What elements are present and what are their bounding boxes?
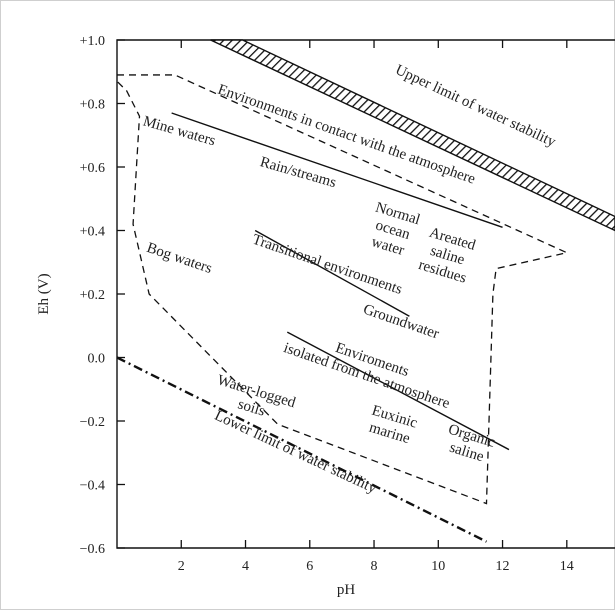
region-label: Areatedsalineresidues bbox=[417, 225, 479, 287]
y-axis-title: Eh (V) bbox=[36, 273, 52, 314]
x-tick-label: 14 bbox=[560, 559, 574, 574]
y-tick-label: −0.2 bbox=[80, 415, 105, 430]
x-tick-label: 2 bbox=[178, 559, 185, 574]
natural-environment-envelope bbox=[116, 74, 569, 505]
x-tick-label: 6 bbox=[306, 559, 313, 574]
y-tick-label: +0.8 bbox=[80, 98, 105, 113]
divider-line bbox=[286, 331, 510, 451]
y-tick-label: +0.4 bbox=[80, 225, 105, 240]
divider-line bbox=[171, 112, 503, 228]
region-label: Mine waters bbox=[141, 113, 217, 149]
region-label: Bog waters bbox=[145, 240, 215, 277]
y-tick-label: −0.4 bbox=[80, 479, 105, 494]
x-tick-label: 4 bbox=[242, 559, 249, 574]
y-tick-label: +0.2 bbox=[80, 288, 105, 303]
lower-limit-label: Lower limit of water stability bbox=[212, 408, 379, 497]
region-label: Normaloceanwater bbox=[363, 200, 421, 261]
x-tick-label: 8 bbox=[371, 559, 378, 574]
divider-line bbox=[254, 229, 410, 317]
region-label: Euxinicmarine bbox=[365, 403, 420, 448]
plot-area bbox=[116, 39, 615, 549]
y-tick-label: +1.0 bbox=[80, 34, 105, 49]
x-axis-title: pH bbox=[337, 582, 356, 598]
x-axis: 2 4 6 8 10 12 14 bbox=[178, 40, 574, 574]
y-tick-label: −0.6 bbox=[80, 542, 105, 557]
lower-limit-line bbox=[116, 356, 488, 543]
y-tick-label: 0.0 bbox=[88, 352, 106, 367]
upper-limit-band bbox=[210, 39, 615, 232]
y-axis: +1.0 +0.8 +0.6 +0.4 +0.2 0.0 −0.2 −0.4 −0.6 bbox=[80, 34, 125, 557]
plot-frame bbox=[116, 39, 615, 549]
x-tick-label: 10 bbox=[431, 559, 445, 574]
region-label: Rain/streams bbox=[258, 154, 338, 191]
y-tick-label: +0.6 bbox=[80, 161, 105, 176]
x-tick-label: 12 bbox=[496, 559, 510, 574]
region-label: Groundwater bbox=[361, 302, 441, 343]
